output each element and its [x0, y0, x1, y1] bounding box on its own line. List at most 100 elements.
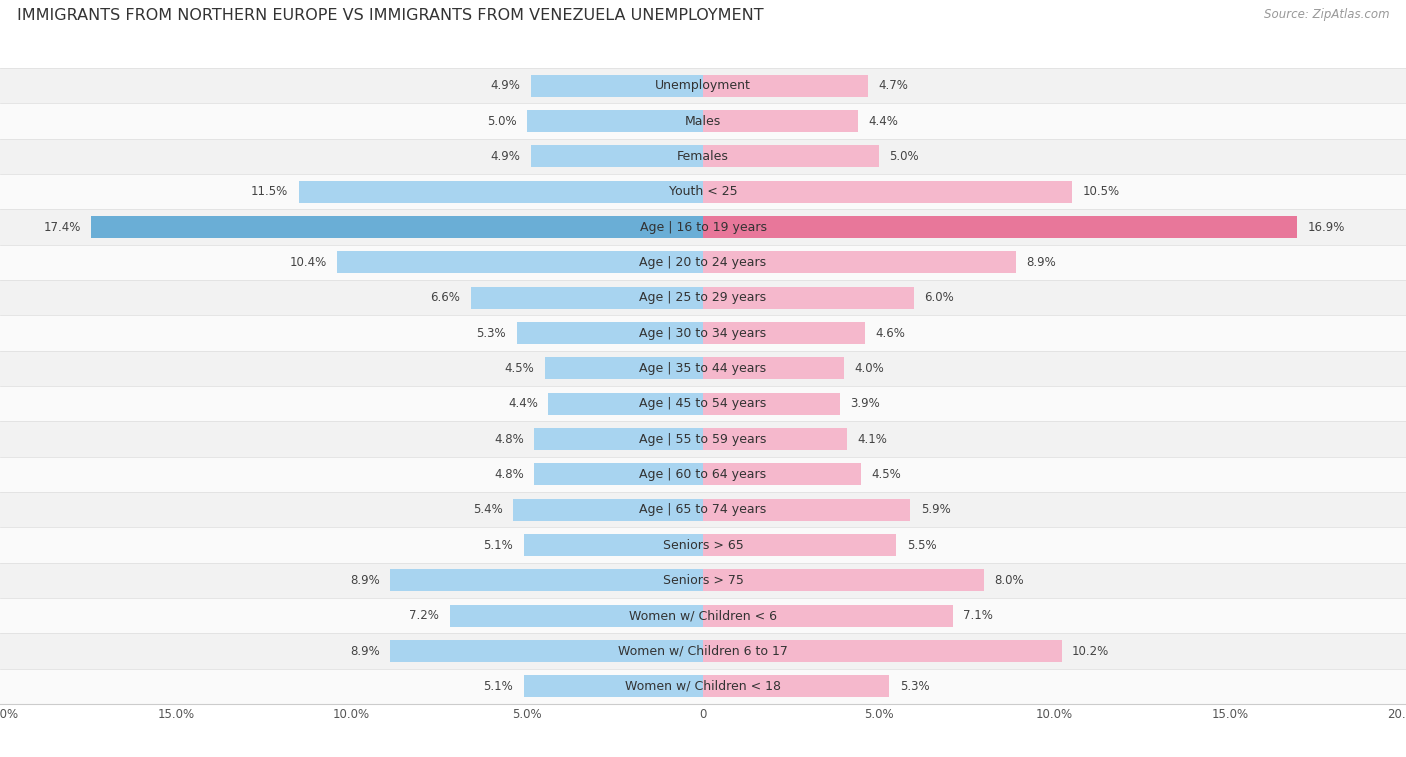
Bar: [703, 287, 914, 309]
Text: Age | 16 to 19 years: Age | 16 to 19 years: [640, 220, 766, 234]
Bar: [531, 145, 703, 167]
Text: Age | 20 to 24 years: Age | 20 to 24 years: [640, 256, 766, 269]
Text: IMMIGRANTS FROM NORTHERN EUROPE VS IMMIGRANTS FROM VENEZUELA UNEMPLOYMENT: IMMIGRANTS FROM NORTHERN EUROPE VS IMMIG…: [17, 8, 763, 23]
Text: 4.8%: 4.8%: [494, 432, 524, 446]
Text: Unemployment: Unemployment: [655, 79, 751, 92]
Text: 4.1%: 4.1%: [858, 432, 887, 446]
Bar: [391, 569, 703, 591]
Text: Seniors > 65: Seniors > 65: [662, 538, 744, 552]
Text: Source: ZipAtlas.com: Source: ZipAtlas.com: [1264, 8, 1389, 20]
Bar: [337, 251, 703, 273]
Bar: [703, 357, 844, 379]
Bar: [0, 456, 1406, 492]
Bar: [703, 393, 841, 415]
Bar: [527, 111, 703, 132]
Text: 8.9%: 8.9%: [350, 574, 380, 587]
Bar: [0, 634, 1406, 668]
Text: 4.0%: 4.0%: [855, 362, 884, 375]
Text: 5.9%: 5.9%: [921, 503, 950, 516]
Bar: [534, 463, 703, 485]
Text: 10.4%: 10.4%: [290, 256, 326, 269]
Text: 5.3%: 5.3%: [477, 326, 506, 340]
Text: 7.2%: 7.2%: [409, 609, 439, 622]
Bar: [0, 174, 1406, 210]
Text: 7.1%: 7.1%: [963, 609, 993, 622]
Text: 4.4%: 4.4%: [869, 114, 898, 128]
Text: Age | 65 to 74 years: Age | 65 to 74 years: [640, 503, 766, 516]
Text: 4.5%: 4.5%: [872, 468, 901, 481]
Text: 5.3%: 5.3%: [900, 680, 929, 693]
Text: 8.9%: 8.9%: [1026, 256, 1056, 269]
Bar: [513, 499, 703, 521]
Text: Males: Males: [685, 114, 721, 128]
Text: 3.9%: 3.9%: [851, 397, 880, 410]
Bar: [703, 181, 1073, 203]
Text: 5.4%: 5.4%: [472, 503, 503, 516]
Bar: [0, 68, 1406, 104]
Text: 8.9%: 8.9%: [350, 644, 380, 658]
Text: 5.0%: 5.0%: [889, 150, 920, 163]
Bar: [703, 322, 865, 344]
Text: 4.9%: 4.9%: [491, 79, 520, 92]
Legend: Immigrants from Northern Europe, Immigrants from Venezuela: Immigrants from Northern Europe, Immigra…: [456, 756, 950, 757]
Bar: [703, 145, 879, 167]
Text: Seniors > 75: Seniors > 75: [662, 574, 744, 587]
Bar: [546, 357, 703, 379]
Bar: [0, 139, 1406, 174]
Bar: [0, 598, 1406, 634]
Bar: [0, 350, 1406, 386]
Bar: [703, 605, 953, 627]
Text: 5.1%: 5.1%: [484, 680, 513, 693]
Bar: [0, 668, 1406, 704]
Bar: [703, 217, 1296, 238]
Bar: [703, 499, 911, 521]
Bar: [391, 640, 703, 662]
Text: 5.0%: 5.0%: [486, 114, 517, 128]
Text: 4.8%: 4.8%: [494, 468, 524, 481]
Text: Youth < 25: Youth < 25: [669, 185, 737, 198]
Bar: [0, 245, 1406, 280]
Bar: [534, 428, 703, 450]
Text: 4.7%: 4.7%: [879, 79, 908, 92]
Bar: [703, 640, 1062, 662]
Text: 16.9%: 16.9%: [1308, 220, 1346, 234]
Text: 4.5%: 4.5%: [505, 362, 534, 375]
Text: Women w/ Children < 6: Women w/ Children < 6: [628, 609, 778, 622]
Bar: [703, 111, 858, 132]
Text: Females: Females: [678, 150, 728, 163]
Bar: [703, 75, 869, 97]
Text: 8.0%: 8.0%: [995, 574, 1025, 587]
Bar: [299, 181, 703, 203]
Text: 4.9%: 4.9%: [491, 150, 520, 163]
Bar: [0, 104, 1406, 139]
Text: Age | 35 to 44 years: Age | 35 to 44 years: [640, 362, 766, 375]
Bar: [0, 280, 1406, 316]
Bar: [703, 569, 984, 591]
Text: 6.6%: 6.6%: [430, 291, 461, 304]
Bar: [0, 210, 1406, 245]
Bar: [703, 251, 1015, 273]
Text: 5.5%: 5.5%: [907, 538, 936, 552]
Text: 10.2%: 10.2%: [1073, 644, 1109, 658]
Text: Age | 45 to 54 years: Age | 45 to 54 years: [640, 397, 766, 410]
Text: 10.5%: 10.5%: [1083, 185, 1119, 198]
Text: 4.6%: 4.6%: [875, 326, 905, 340]
Text: 17.4%: 17.4%: [44, 220, 82, 234]
Bar: [0, 492, 1406, 528]
Text: Age | 25 to 29 years: Age | 25 to 29 years: [640, 291, 766, 304]
Bar: [703, 534, 897, 556]
Bar: [548, 393, 703, 415]
Text: Age | 55 to 59 years: Age | 55 to 59 years: [640, 432, 766, 446]
Bar: [0, 422, 1406, 456]
Text: Women w/ Children < 18: Women w/ Children < 18: [626, 680, 780, 693]
Bar: [703, 675, 889, 697]
Bar: [0, 562, 1406, 598]
Text: Age | 30 to 34 years: Age | 30 to 34 years: [640, 326, 766, 340]
Bar: [0, 386, 1406, 422]
Text: 4.4%: 4.4%: [508, 397, 537, 410]
Text: Age | 60 to 64 years: Age | 60 to 64 years: [640, 468, 766, 481]
Text: Women w/ Children 6 to 17: Women w/ Children 6 to 17: [619, 644, 787, 658]
Bar: [471, 287, 703, 309]
Text: 11.5%: 11.5%: [252, 185, 288, 198]
Bar: [703, 428, 846, 450]
